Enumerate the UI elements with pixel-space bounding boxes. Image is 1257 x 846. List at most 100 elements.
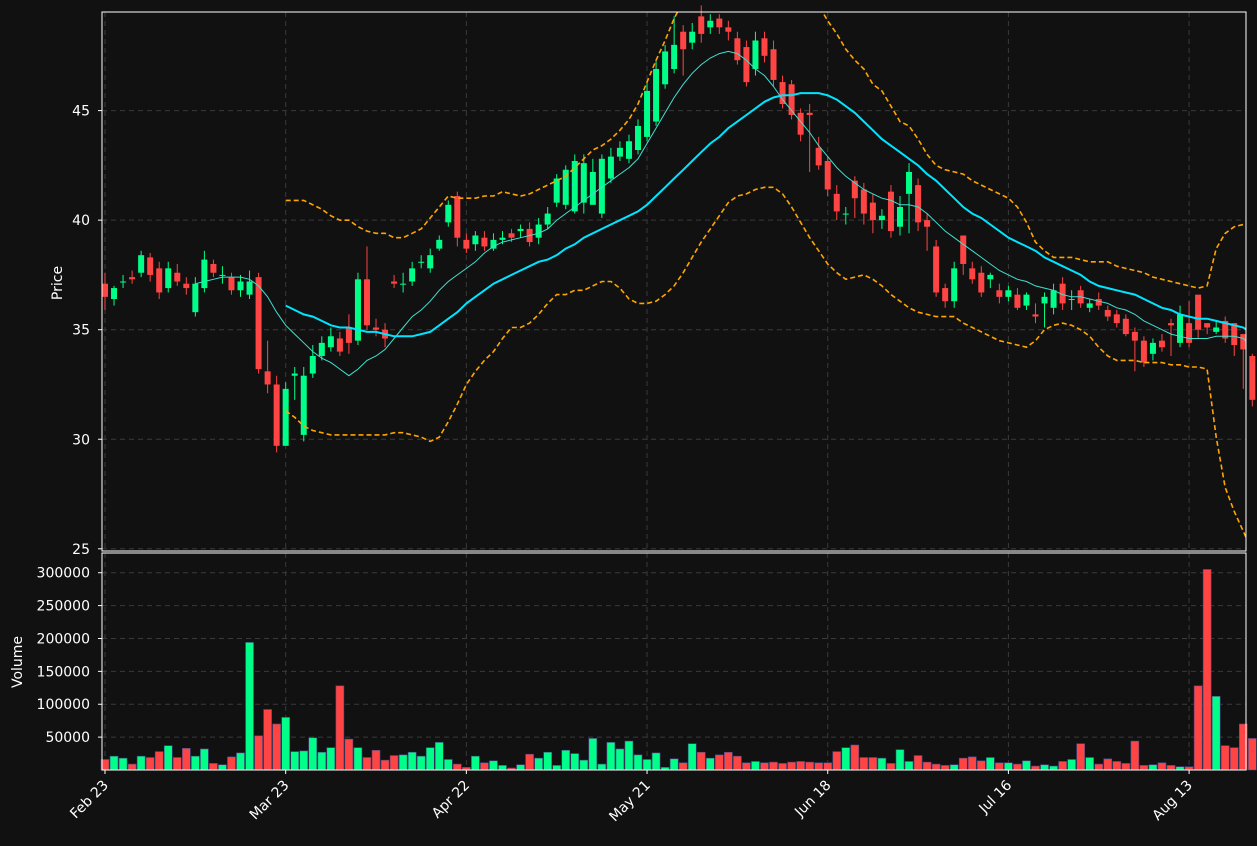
volume-bar <box>407 751 417 771</box>
candle-body <box>309 355 316 374</box>
volume-bar <box>308 737 318 771</box>
price-tick-label: 45 <box>72 104 90 120</box>
volume-bar <box>651 752 661 771</box>
volume-bar <box>498 765 507 771</box>
volume-bar <box>1049 765 1058 771</box>
volume-bar <box>715 754 724 771</box>
candle-body <box>598 158 605 214</box>
volume-bar <box>597 763 607 771</box>
candle-body <box>336 338 343 352</box>
volume-bar <box>434 742 444 771</box>
candle-body <box>147 257 154 275</box>
volume-bar <box>254 735 263 771</box>
candle-body <box>481 237 488 247</box>
candle-body <box>770 49 777 80</box>
candle-body <box>1149 342 1156 354</box>
volume-bar <box>245 642 254 771</box>
volume-bar <box>389 755 399 771</box>
candle-body <box>1249 355 1256 400</box>
candle-body <box>318 342 325 356</box>
volume-bar <box>904 761 914 771</box>
volume-bar <box>958 757 968 771</box>
volume-bar <box>380 759 390 771</box>
volume-bar <box>751 761 760 771</box>
volume-bar <box>922 761 932 771</box>
volume-bar <box>172 757 182 771</box>
volume-bar <box>543 751 552 771</box>
volume-bar <box>1220 745 1230 771</box>
volume-bar <box>317 751 327 771</box>
volume-bar <box>534 757 543 771</box>
candle-body <box>1032 314 1039 317</box>
volume-bar <box>769 761 778 771</box>
candle-body <box>553 178 560 203</box>
candle-body <box>1231 323 1238 346</box>
candle-body <box>987 274 994 280</box>
volume-bar <box>227 756 236 771</box>
volume-bar <box>182 747 191 771</box>
volume-bar <box>200 748 209 771</box>
candle-body <box>264 371 271 385</box>
lower-band-line <box>285 186 1246 540</box>
candle-body <box>969 268 976 280</box>
volume-bar <box>1121 763 1131 771</box>
candle-body <box>499 237 506 240</box>
candle-body <box>1050 290 1057 308</box>
candle-body <box>174 272 181 282</box>
candle-body <box>680 31 687 50</box>
candle-body <box>165 268 172 289</box>
candle-body <box>138 255 145 273</box>
volume-bar <box>832 751 842 771</box>
volume-bar <box>218 764 227 771</box>
candle-body <box>571 160 578 212</box>
candle-body <box>508 233 515 238</box>
volume-bar <box>154 751 164 771</box>
candle-body <box>1113 314 1120 324</box>
volume-bar <box>805 761 814 771</box>
volume-tick-label: 300000 <box>37 566 90 582</box>
volume-bar <box>1085 757 1095 771</box>
candle-body <box>363 279 370 326</box>
volume-bar <box>696 751 706 771</box>
candle-body <box>698 16 705 34</box>
volume-bar <box>1211 696 1221 771</box>
candle-body <box>734 38 741 61</box>
volume-bar <box>471 755 480 771</box>
candle-body <box>788 84 795 115</box>
candle-body <box>743 47 750 83</box>
candle-body <box>1240 334 1247 350</box>
volume-bar <box>209 763 218 771</box>
volume-bar <box>895 749 905 771</box>
volume-bar <box>145 757 155 771</box>
volume-bar-series <box>100 569 1257 771</box>
candle-body <box>707 20 714 28</box>
candle-body <box>219 274 226 276</box>
indicator-lines <box>195 12 1246 540</box>
candle-body <box>535 224 542 238</box>
volume-bar <box>1202 569 1212 771</box>
candle-body <box>409 268 416 282</box>
volume-bar <box>236 752 245 771</box>
volume-bar <box>398 754 408 771</box>
candle-body <box>282 388 289 446</box>
price-tick-label: 35 <box>72 323 90 339</box>
volume-bar <box>995 762 1004 771</box>
volume-bar <box>335 685 345 771</box>
volume-bar <box>109 755 119 771</box>
candle-body <box>1213 327 1220 332</box>
volume-bar <box>326 747 336 771</box>
candle-body <box>517 228 524 232</box>
candle-body <box>1222 320 1229 339</box>
volume-bar <box>453 763 462 771</box>
volume-bar <box>1193 685 1203 771</box>
volume-bar <box>299 750 309 771</box>
candle-body <box>906 171 913 194</box>
volume-bar <box>127 763 137 771</box>
price-tick-label: 30 <box>72 432 90 448</box>
candle-body <box>1177 314 1184 343</box>
candle-body <box>246 281 253 295</box>
volume-bar <box>1229 747 1239 771</box>
candle-body <box>237 281 244 291</box>
volume-panel-frame <box>101 552 1247 771</box>
